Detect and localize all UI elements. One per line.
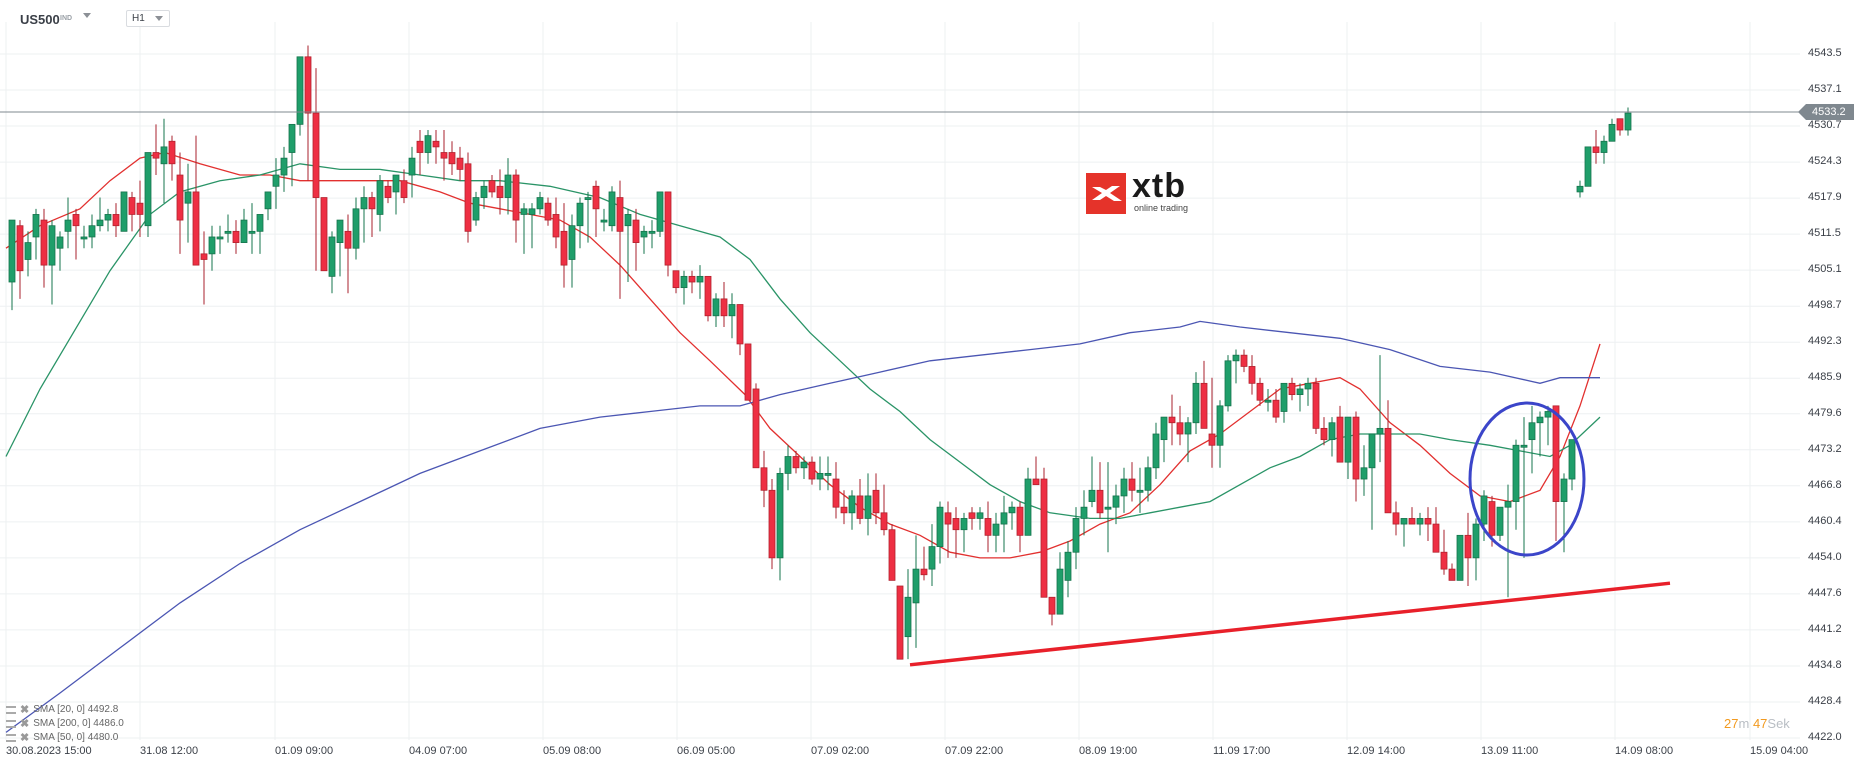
price-tick-label: 4524.3 (1808, 155, 1842, 168)
price-tick-label: 4434.8 (1808, 658, 1842, 671)
timeframe-value: H1 (132, 13, 145, 24)
time-tick-label: 31.08 12:00 (140, 745, 199, 757)
close-icon[interactable]: ✖ (20, 732, 30, 744)
price-tick-label: 4543.5 (1808, 47, 1842, 59)
indicator-legend: ✖ SMA [20, 0] 4492.8 ✖ SMA [200, 0] 4486.0… (6, 703, 124, 745)
timeframe-select[interactable]: H1 (126, 10, 170, 27)
candlesticks (8, 45, 1632, 660)
close-icon[interactable]: ✖ (20, 718, 30, 730)
time-tick-label: 05.09 08:00 (543, 745, 602, 757)
menu-icon[interactable] (6, 720, 16, 728)
time-tick-label: 06.09 05:00 (677, 745, 736, 757)
menu-icon[interactable] (6, 706, 16, 714)
drawings[interactable] (909, 401, 1671, 667)
price-tick-label: 4479.6 (1808, 406, 1842, 419)
logo-tagline: online trading (1134, 203, 1189, 213)
price-tick-label: 4473.2 (1808, 442, 1842, 455)
chart-header: US500 IND H1 (0, 0, 1800, 36)
current-price-tag: 4533.2 (1798, 103, 1854, 120)
time-tick-label: 07.09 02:00 (811, 745, 870, 757)
highlight-ellipse (1468, 401, 1586, 557)
chevron-down-icon[interactable] (83, 13, 91, 18)
time-tick-label: 12.09 14:00 (1347, 745, 1406, 757)
legend-item-sma200[interactable]: ✖ SMA [200, 0] 4486.0 (6, 717, 124, 731)
time-tick-label: 07.09 22:00 (945, 745, 1004, 757)
price-tick-label: 4537.1 (1808, 83, 1842, 96)
chevron-down-icon (155, 16, 163, 21)
price-tick-label: 4511.5 (1808, 227, 1841, 240)
price-tick-label: 4454.0 (1808, 550, 1842, 563)
time-tick-label: 04.09 07:00 (409, 745, 468, 757)
moving-averages (5, 151, 1601, 733)
price-tick-label: 4498.7 (1808, 299, 1842, 312)
legend-item-sma20[interactable]: ✖ SMA [20, 0] 4492.8 (6, 703, 124, 717)
price-tick-label: 4441.2 (1808, 622, 1842, 635)
symbol-type: IND (60, 15, 73, 22)
xtb-x-icon (1086, 173, 1126, 214)
time-tick-label: 01.09 09:00 (275, 745, 334, 757)
price-tick-label: 4530.7 (1808, 119, 1842, 132)
price-tick-label: 4492.3 (1808, 335, 1842, 348)
close-icon[interactable]: ✖ (20, 704, 30, 716)
support-trendline (909, 581, 1671, 667)
candle-countdown: 27m 47Sek (1724, 716, 1790, 731)
time-tick-label: 13.09 11:00 (1481, 745, 1539, 757)
time-tick-label: 08.09 19:00 (1079, 745, 1138, 757)
price-tick-label: 4466.8 (1808, 478, 1842, 491)
xtb-logo: xtb online trading (1086, 167, 1196, 215)
menu-icon[interactable] (6, 734, 16, 742)
time-tick-label: 14.09 08:00 (1615, 745, 1674, 757)
price-tick-label: 4505.1 (1808, 263, 1842, 276)
price-tick-label: 4447.6 (1808, 586, 1842, 599)
legend-item-sma50[interactable]: ✖ SMA [50, 0] 4480.0 (6, 731, 124, 745)
time-tick-label: 11.09 17:00 (1213, 745, 1271, 757)
logo-brand: xtb (1132, 167, 1186, 205)
price-tick-label: 4428.4 (1808, 694, 1842, 707)
time-tick-label: 30.08.2023 15:00 (6, 745, 92, 757)
price-tick-label: 4422.0 (1808, 731, 1842, 743)
price-tick-label: 4485.9 (1808, 371, 1842, 384)
time-tick-label: 15.09 04:00 (1750, 745, 1809, 757)
symbol-name[interactable]: US500 (20, 12, 60, 27)
price-tick-label: 4517.9 (1808, 191, 1842, 204)
price-tick-label: 4460.4 (1808, 514, 1842, 527)
